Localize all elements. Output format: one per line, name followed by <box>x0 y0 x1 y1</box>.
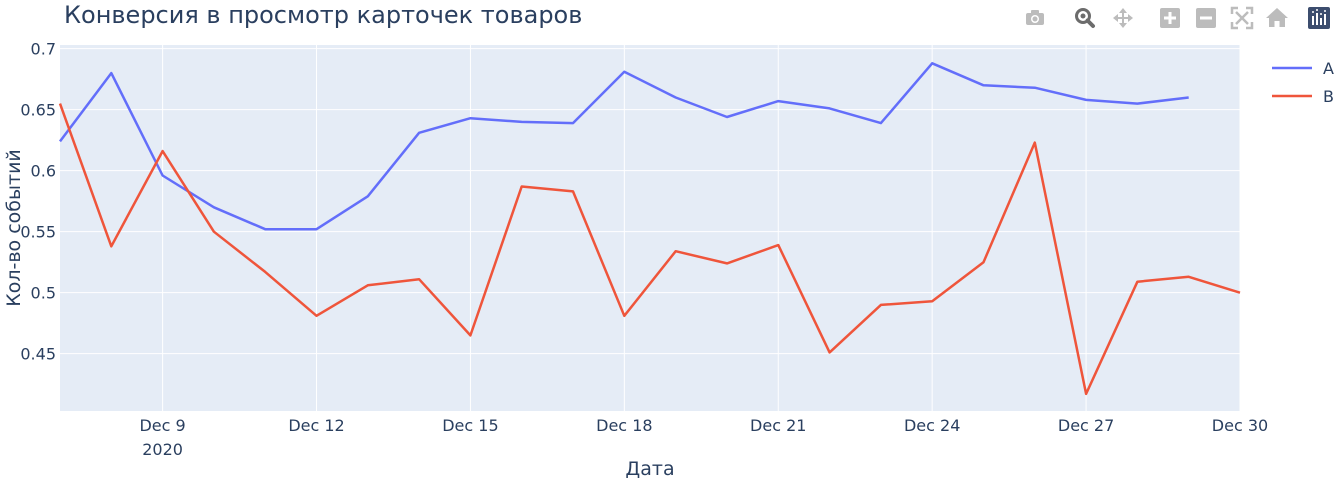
y-tick-label: 0.7 <box>31 40 56 59</box>
x-tick-sublabel: 2020 <box>142 440 183 459</box>
chart-title: Конверсия в просмотр карточек товаров <box>64 1 582 29</box>
x-axis-title: Дата <box>625 458 674 478</box>
y-axis-title: Кол-во событий <box>3 149 25 307</box>
x-axis-ticks: Dec 9 2020 Dec 12 Dec 15 Dec 18 Dec 21 Dec 24 D… <box>139 416 1268 459</box>
x-tick-label: Dec 30 <box>1212 416 1268 435</box>
x-tick-label: Dec 24 <box>904 416 960 435</box>
legend-label: B <box>1323 87 1334 106</box>
x-tick-label: Dec 18 <box>596 416 652 435</box>
zoom-icon[interactable] <box>1072 6 1098 30</box>
x-tick-label: Dec 15 <box>442 416 498 435</box>
series-line-a[interactable] <box>59 62 1189 231</box>
y-tick-label: 0.55 <box>20 223 56 242</box>
legend-label: A <box>1323 59 1334 78</box>
pan-icon[interactable] <box>1110 6 1136 30</box>
autoscale-icon[interactable] <box>1229 6 1255 30</box>
series-line-b[interactable] <box>58 103 1241 396</box>
plotly-logo-icon[interactable] <box>1306 6 1332 30</box>
legend-item-a[interactable]: A <box>1272 59 1334 78</box>
legend: AB <box>1272 59 1334 106</box>
y-tick-label: 0.6 <box>31 162 56 181</box>
x-tick-label: Dec 9 <box>139 416 185 435</box>
zoom-out-icon[interactable] <box>1193 6 1219 30</box>
y-tick-label: 0.5 <box>31 284 56 303</box>
x-tick-label: Dec 21 <box>750 416 806 435</box>
home-icon[interactable] <box>1264 6 1290 30</box>
series-lines <box>58 62 1241 396</box>
x-tick-label: Dec 27 <box>1058 416 1114 435</box>
plot-area[interactable] <box>60 45 1240 411</box>
zoom-in-icon[interactable] <box>1157 6 1183 30</box>
y-axis-ticks: 0.45 0.5 0.55 0.6 0.65 0.7 <box>20 40 56 364</box>
y-tick-label: 0.45 <box>20 345 56 364</box>
grid-lines <box>60 45 1241 411</box>
x-tick-label: Dec 12 <box>288 416 344 435</box>
legend-item-b[interactable]: B <box>1272 87 1334 106</box>
y-tick-label: 0.65 <box>20 101 56 120</box>
camera-icon[interactable] <box>1022 6 1048 30</box>
